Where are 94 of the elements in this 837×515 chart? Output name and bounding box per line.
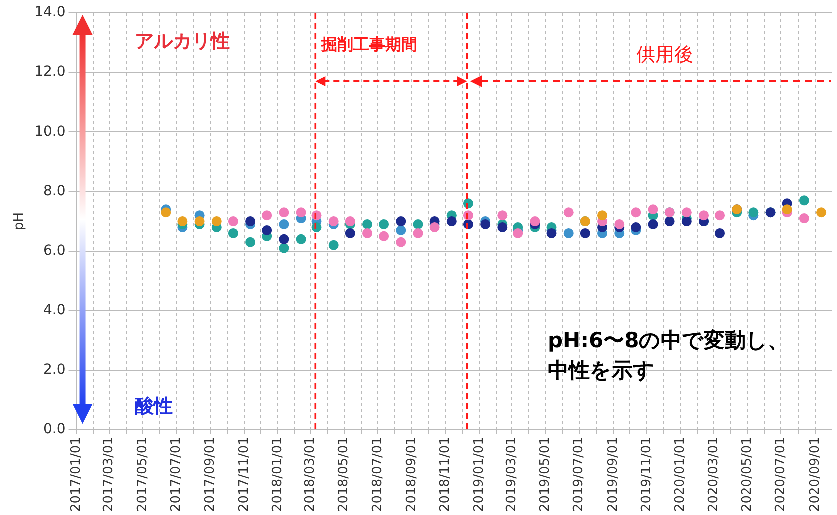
y-tick-label: 2.0	[44, 362, 66, 378]
point	[362, 228, 372, 238]
point	[262, 210, 272, 221]
y-tick-label: 0.0	[44, 422, 66, 438]
point	[498, 210, 508, 221]
y-tick-label: 14.0	[34, 4, 66, 21]
point	[161, 208, 172, 218]
x-tick-label: 2020/01/01	[673, 437, 688, 512]
point	[530, 216, 540, 227]
point	[631, 222, 642, 232]
point	[362, 220, 372, 230]
y-tick-label: 4.0	[44, 302, 66, 319]
point	[664, 216, 675, 227]
x-tick-label: 2019/01/01	[472, 437, 487, 512]
x-tick-label: 2017/05/01	[135, 437, 150, 512]
point	[480, 220, 491, 230]
point	[498, 222, 508, 232]
point	[799, 196, 810, 206]
point	[279, 208, 290, 218]
point	[328, 240, 339, 250]
x-tick-label: 2017/09/01	[203, 437, 218, 512]
point	[396, 225, 406, 236]
point	[682, 208, 692, 218]
point	[345, 228, 356, 238]
x-tick-label: 2019/05/01	[538, 437, 554, 512]
point	[396, 216, 406, 227]
x-tick-label: 2019/03/01	[504, 437, 520, 512]
point	[648, 220, 658, 230]
point	[178, 216, 188, 227]
annotation: 酸性	[135, 396, 173, 418]
y-axis-title: pH	[12, 212, 28, 231]
point	[513, 228, 524, 238]
x-tick-label: 2020/09/01	[808, 437, 823, 512]
point	[546, 228, 557, 238]
x-tick-label: 2020/03/01	[706, 437, 722, 512]
point	[345, 216, 356, 227]
ref-line-label: 掘削工事期間	[320, 34, 418, 54]
x-tick-label: 2017/01/01	[69, 437, 84, 512]
point	[262, 225, 272, 236]
x-tick-label: 2019/11/01	[640, 437, 655, 512]
point	[699, 210, 710, 221]
point	[328, 216, 339, 227]
x-tick-label: 2020/07/01	[774, 437, 789, 512]
x-tick-label: 2020/05/01	[740, 437, 755, 512]
point	[682, 216, 692, 227]
point	[396, 237, 406, 248]
point	[614, 220, 625, 230]
point	[564, 228, 574, 238]
x-tick-label: 2018/05/01	[336, 437, 352, 512]
x-tick-label: 2017/07/01	[169, 437, 184, 512]
point	[296, 234, 306, 244]
point	[212, 216, 222, 227]
x-tick-label: 2019/07/01	[572, 437, 587, 512]
point	[228, 216, 238, 227]
point	[782, 204, 792, 215]
point	[446, 216, 457, 227]
point	[246, 237, 256, 248]
point	[748, 208, 759, 218]
point	[379, 231, 390, 242]
x-tick-label: 2018/09/01	[404, 437, 420, 512]
x-tick-label: 2019/09/01	[606, 437, 621, 512]
annotation: アルカリ性	[135, 30, 230, 53]
point	[279, 234, 290, 244]
point	[413, 220, 424, 230]
x-tick-label: 2018/07/01	[370, 437, 386, 512]
point	[799, 214, 810, 224]
point	[279, 220, 290, 230]
point	[296, 208, 306, 218]
point	[413, 228, 424, 238]
point	[631, 208, 642, 218]
y-tick-label: 10.0	[34, 124, 66, 140]
point	[648, 204, 658, 215]
x-tick-label: 2017/11/01	[236, 437, 252, 512]
x-tick-label: 2018/11/01	[438, 437, 454, 512]
point	[580, 228, 590, 238]
y-tick-label: 12.0	[34, 64, 66, 80]
annotation: 供用後	[636, 44, 694, 66]
point	[715, 228, 726, 238]
x-tick-label: 2017/03/01	[102, 437, 117, 512]
x-tick-label: 2018/01/01	[270, 437, 286, 512]
x-tick-label: 2018/03/01	[303, 437, 318, 512]
y-tick-label: 8.0	[44, 183, 66, 200]
point	[228, 228, 238, 238]
point	[279, 243, 290, 254]
annotation: pH:6〜8の中で変動し、中性を示す	[548, 328, 790, 383]
point	[379, 220, 390, 230]
point	[816, 208, 827, 218]
point	[194, 216, 205, 227]
point	[715, 210, 726, 221]
point	[598, 210, 608, 221]
point	[246, 216, 256, 227]
point	[430, 222, 440, 232]
y-tick-label: 6.0	[44, 242, 66, 259]
point	[564, 208, 574, 218]
